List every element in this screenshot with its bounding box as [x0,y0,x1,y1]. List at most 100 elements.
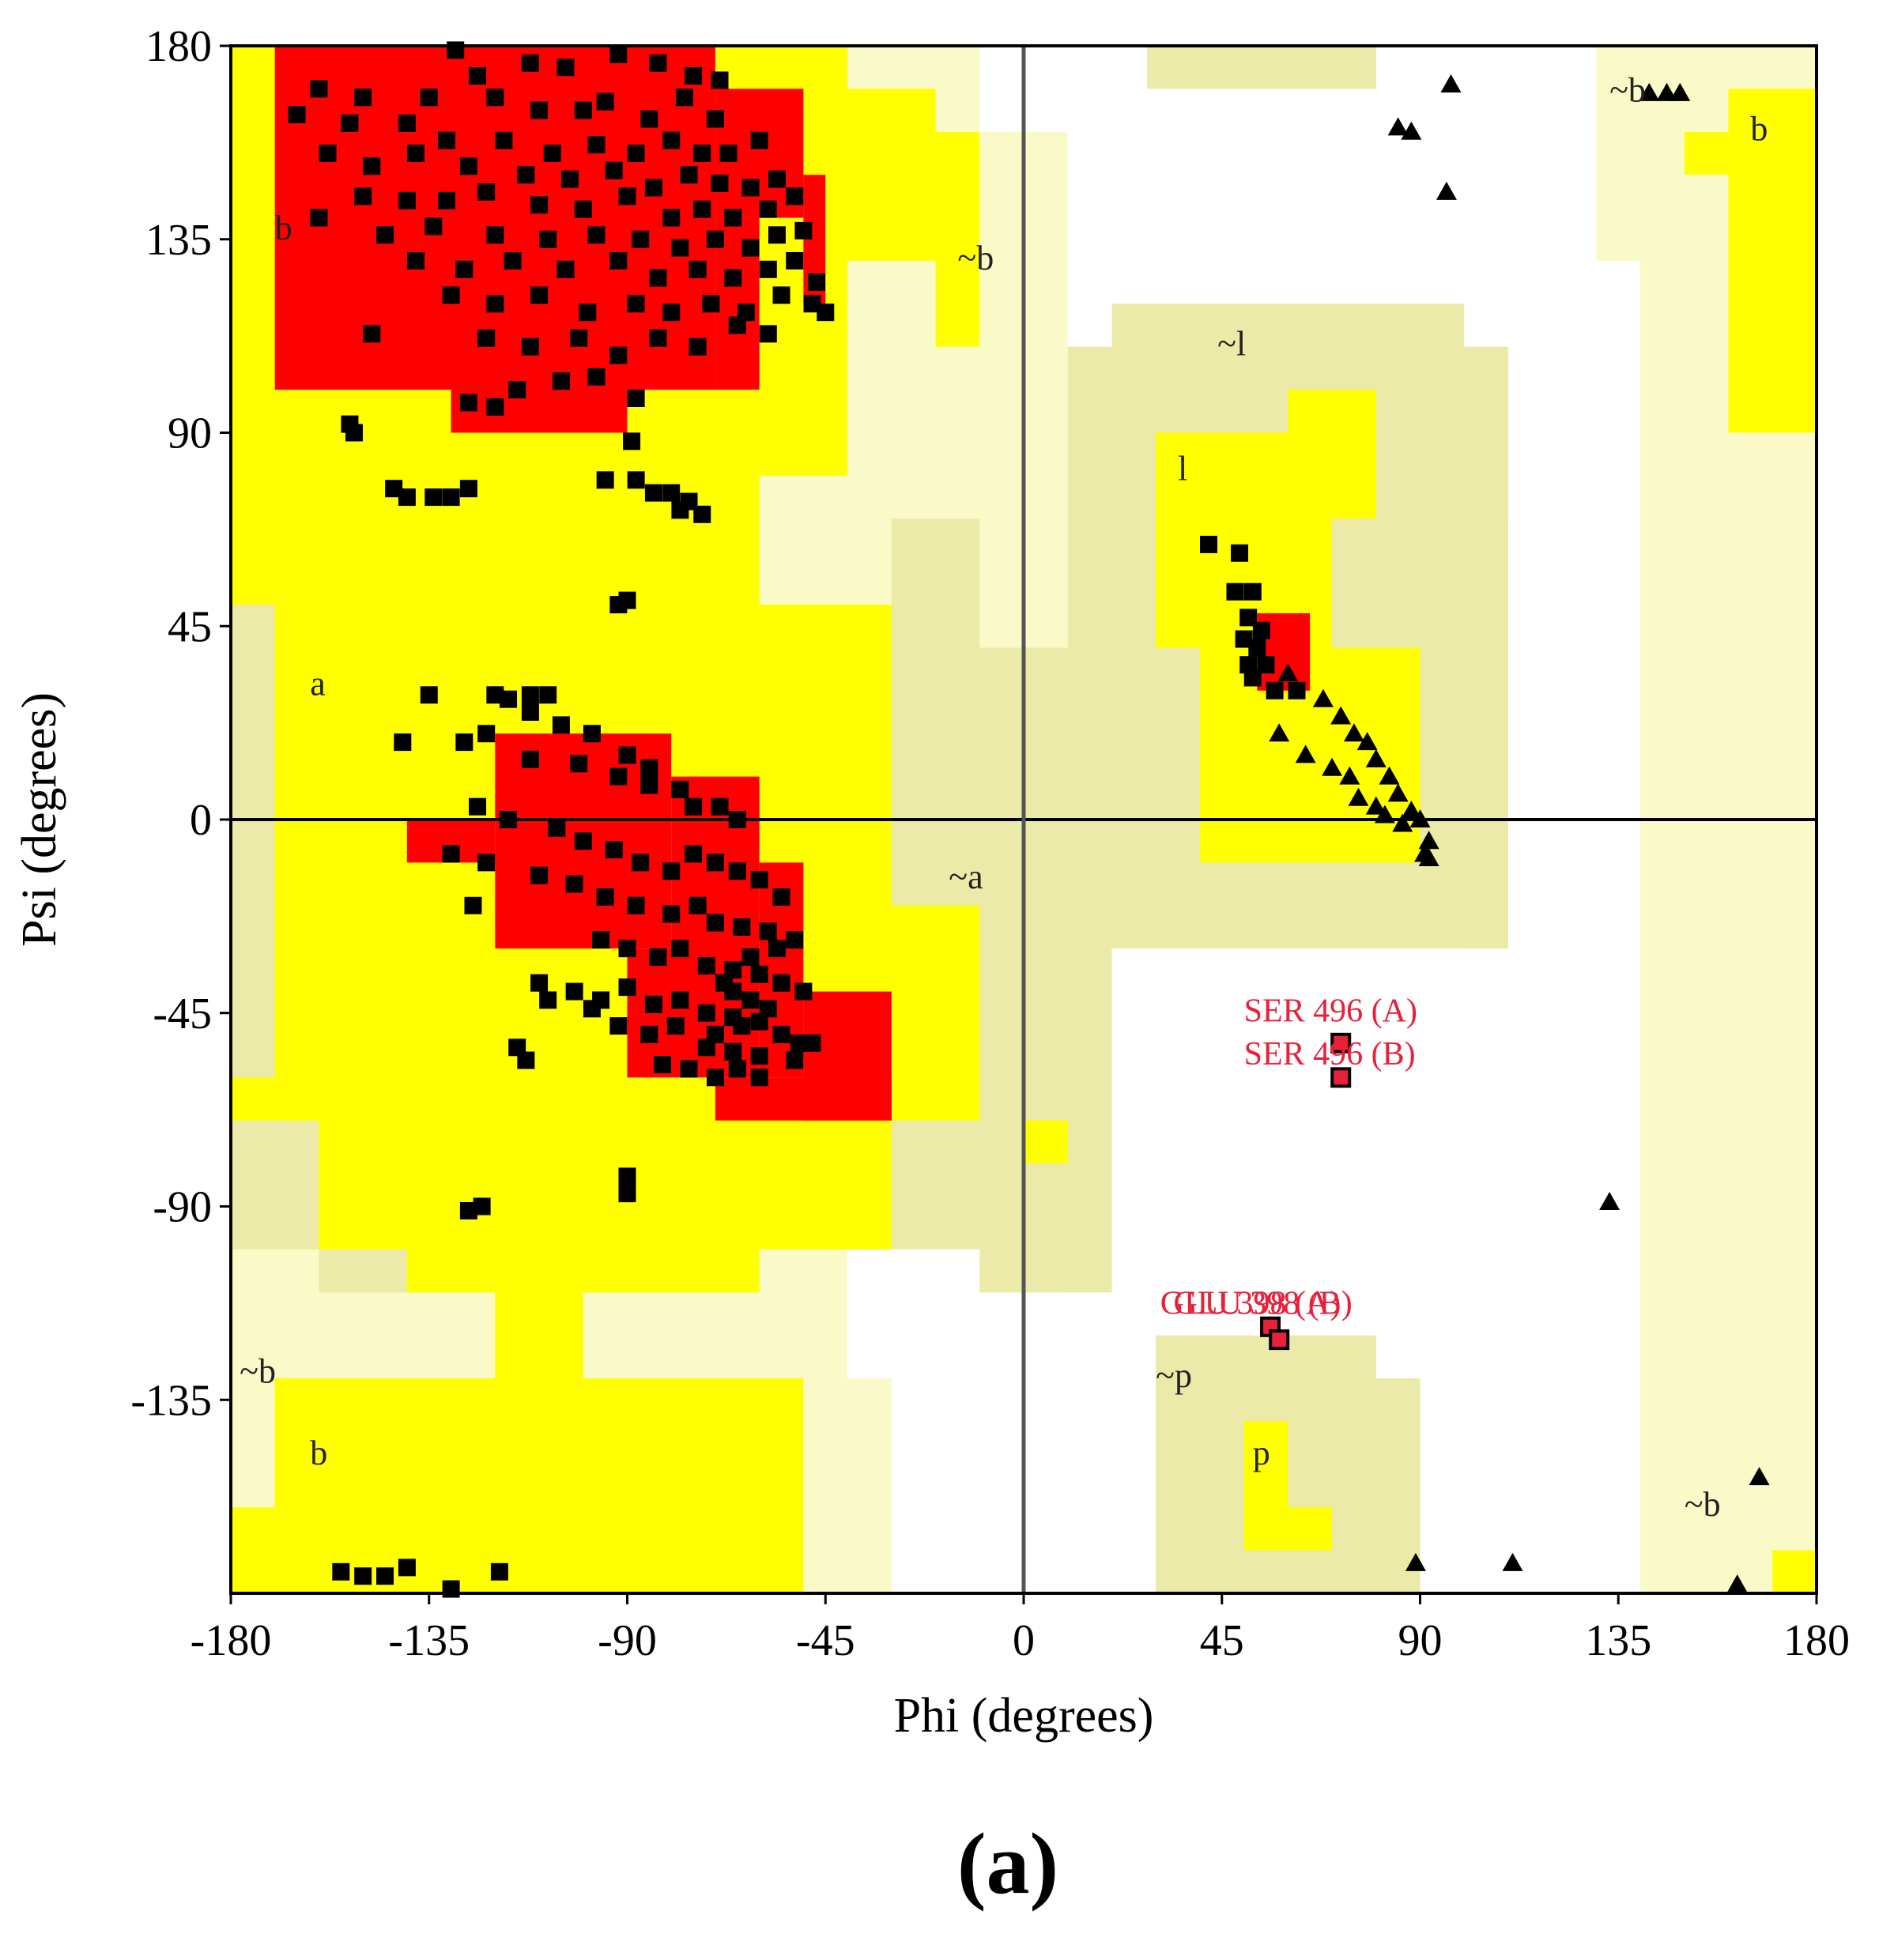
residue-point [1266,681,1284,699]
residue-point [711,175,729,193]
glycine-point [1502,1552,1523,1571]
residue-point [459,480,477,498]
residue-point [376,1567,394,1585]
residue-point [618,187,636,205]
glycine-point [1392,813,1413,832]
residue-point [385,480,403,498]
residue-point [583,725,601,743]
residue-point [477,725,496,743]
residue-point [1257,656,1275,674]
residue-point [1243,669,1262,687]
residue-point [1226,582,1244,601]
residue-point [711,71,729,89]
residue-point [530,196,549,214]
residue-point [794,982,813,1001]
x-axis-title: Phi (degrees) [894,1689,1154,1743]
region-generous [1464,518,1508,949]
residue-point [706,110,724,128]
residue-point [464,896,482,914]
residue-point [398,1559,416,1577]
outlier-labels: SER 496 (A) SER 496 (B) GLU 398 (A)GLU 398… [1160,993,1417,1322]
residue-point [521,54,539,72]
residue-point [1288,681,1306,699]
residue-point [618,1185,636,1203]
region-core [715,1077,892,1121]
residue-point [649,54,667,72]
residue-point [627,471,645,489]
residue-point [697,1004,715,1022]
residue-point [570,755,588,773]
residue-point [689,260,707,278]
region-label: b [310,1434,327,1472]
region-allowed [1288,390,1376,519]
residue-point [459,1201,477,1219]
residue-point [407,144,425,162]
residue-point [579,303,597,322]
residue-point [1243,582,1262,601]
region-label: l [1178,449,1187,488]
residue-point [517,1051,535,1069]
outlier-point [1330,1067,1352,1088]
residue-point [495,131,513,149]
residue-point [557,260,575,278]
glycine-point [1374,805,1395,824]
residue-point [719,144,738,162]
residue-point [623,432,641,450]
residue-point [609,45,628,63]
residue-point [442,286,460,304]
region-allowed [274,1378,804,1593]
region-label: a [310,664,326,703]
glycine-point [1639,82,1660,101]
residue-point [693,144,711,162]
residue-point [644,179,662,197]
region-allowed [1728,89,1817,433]
residue-point [442,845,460,863]
residue-point [521,703,539,722]
residue-point [817,303,835,322]
region-label: p [1253,1434,1270,1472]
region-allowed [406,1249,760,1293]
region-allowed [1288,1507,1333,1551]
y-axis-ticks: 180 135 90 45 0 -45 -90 -135 [130,22,231,1425]
residue-point [565,875,583,893]
residue-point [530,974,549,992]
glycine-point [1277,663,1299,682]
residue-point [1235,630,1253,648]
residue-point [486,295,504,313]
residue-point [759,260,777,278]
residue-point [609,251,628,270]
glycine-point [1348,787,1369,806]
residue-point [332,1562,350,1581]
residue-point [587,136,606,154]
residue-point [354,89,372,107]
residue-point [596,471,614,489]
residue-point [609,767,628,786]
residue-point [459,157,477,175]
x-tick-label: 0 [1013,1616,1035,1665]
residue-point [693,200,711,218]
residue-point [530,866,549,884]
region-label: ~l [1217,325,1246,364]
outlier-point [1269,1329,1290,1351]
glycine-point [1387,783,1409,802]
residue-point [288,106,306,124]
glycine-point [1322,757,1343,776]
residue-point [632,854,650,872]
residue-point [662,484,681,502]
glycine-point [1343,723,1364,742]
residue-point [671,239,689,257]
residue-point [671,501,689,519]
residue-points [288,41,1770,1598]
region-allowed [891,905,980,1121]
residue-point [741,948,760,967]
x-tick-label: -135 [388,1616,470,1665]
residue-point [618,940,636,958]
outlier-label: GLU 398 (B) [1173,1285,1352,1321]
residue-point [574,101,592,119]
residue-point [1239,609,1258,627]
glycine-point [1656,82,1677,101]
residue-point [741,179,760,197]
glycine-point [1401,801,1422,820]
residue-point [750,1069,768,1087]
